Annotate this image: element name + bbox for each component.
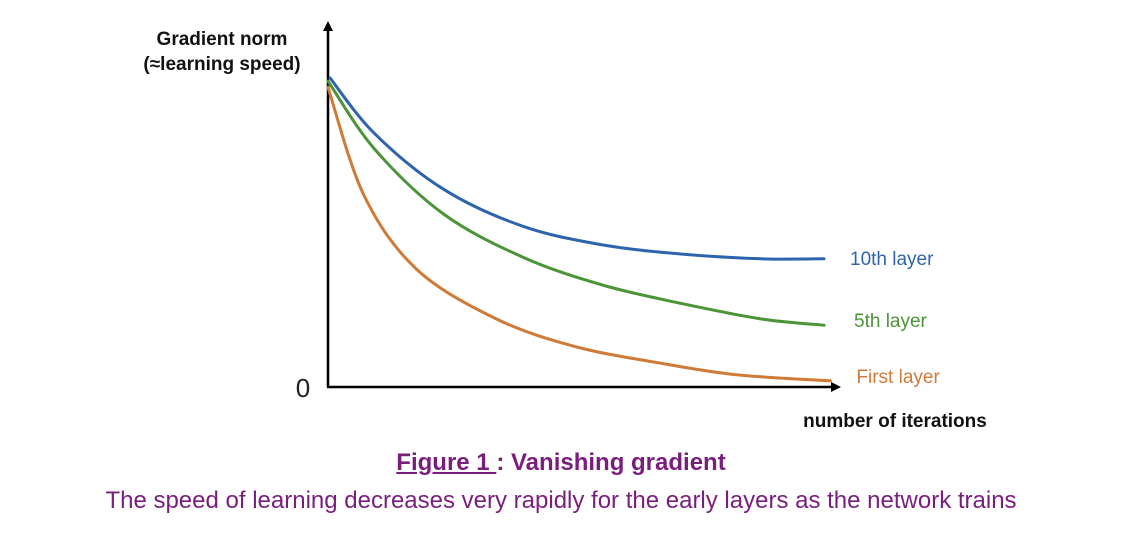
x-axis-title: number of iterations bbox=[803, 411, 987, 432]
series-label-3: First layer bbox=[856, 367, 940, 388]
series-label-1: 10th layer bbox=[850, 249, 934, 270]
series-line-1 bbox=[328, 76, 826, 261]
figure-number: Figure 1 bbox=[396, 449, 497, 476]
caption-separator: : bbox=[496, 449, 511, 476]
series-label-2: 5th layer bbox=[854, 311, 928, 332]
figure-caption-description: The speed of learning decreases very rap… bbox=[105, 487, 1017, 514]
figure-title: Vanishing gradient bbox=[511, 449, 726, 476]
y-tick-label: 0 bbox=[296, 373, 310, 403]
series-line-2 bbox=[326, 79, 826, 327]
series-line-3 bbox=[326, 85, 832, 383]
series-group: 10th layer 5th layer First layer bbox=[326, 76, 940, 388]
y-axis-title-line2: (≈learning speed) bbox=[143, 54, 300, 75]
figure-caption-title: Figure 1 : Vanishing gradient bbox=[0, 449, 1122, 477]
y-axis-title-line1: Gradient norm bbox=[157, 29, 288, 50]
